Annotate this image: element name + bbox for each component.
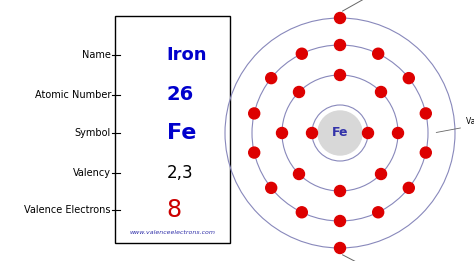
Text: 8: 8 xyxy=(167,198,182,222)
Circle shape xyxy=(420,108,431,119)
Circle shape xyxy=(266,182,277,193)
Circle shape xyxy=(296,48,307,59)
Circle shape xyxy=(335,39,346,50)
Text: 26: 26 xyxy=(167,86,194,104)
Circle shape xyxy=(392,128,403,139)
Text: Atomic Number: Atomic Number xyxy=(35,90,111,100)
Text: Fe: Fe xyxy=(167,123,196,143)
Circle shape xyxy=(335,186,346,197)
Bar xyxy=(115,16,230,243)
Circle shape xyxy=(363,128,374,139)
Circle shape xyxy=(335,242,346,253)
Text: www.valenceelectrons.com: www.valenceelectrons.com xyxy=(129,230,216,235)
Circle shape xyxy=(266,73,277,84)
Circle shape xyxy=(335,13,346,23)
Circle shape xyxy=(293,169,304,180)
Circle shape xyxy=(335,69,346,80)
Text: 2,3: 2,3 xyxy=(167,164,193,182)
Text: Fe: Fe xyxy=(332,127,348,139)
Circle shape xyxy=(296,207,307,218)
Circle shape xyxy=(375,86,386,98)
Circle shape xyxy=(373,48,383,59)
Circle shape xyxy=(293,86,304,98)
Circle shape xyxy=(373,207,383,218)
Text: Iron: Iron xyxy=(167,46,207,64)
Circle shape xyxy=(318,111,362,155)
Circle shape xyxy=(403,182,414,193)
Circle shape xyxy=(307,128,318,139)
Circle shape xyxy=(375,169,386,180)
Circle shape xyxy=(276,128,288,139)
Text: Valence Electron: Valence Electron xyxy=(342,255,446,261)
Circle shape xyxy=(420,147,431,158)
Circle shape xyxy=(335,216,346,227)
Text: Valence Electron: Valence Electron xyxy=(342,0,446,11)
Text: Name: Name xyxy=(82,50,111,60)
Text: Symbol: Symbol xyxy=(75,128,111,138)
Text: Valency: Valency xyxy=(73,168,111,178)
Circle shape xyxy=(403,73,414,84)
Text: Valence Electrons: Valence Electrons xyxy=(25,205,111,215)
Circle shape xyxy=(249,147,260,158)
Text: Valence Electron: Valence Electron xyxy=(436,116,474,133)
Circle shape xyxy=(249,108,260,119)
